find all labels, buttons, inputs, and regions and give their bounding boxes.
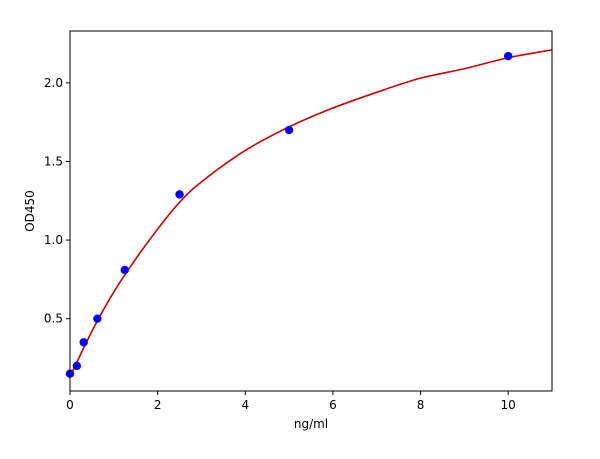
y-tick-label: 1.0 [44,233,63,247]
fit-curve-layer [69,49,553,378]
y-tick-label: 2.0 [44,76,63,90]
data-point-5 [175,190,184,199]
plot-frame [69,30,553,392]
y-tick-label: 1.5 [44,154,63,168]
x-tick-label: 10 [501,398,516,412]
x-tick-label: 0 [66,398,74,412]
fit-curve [69,49,553,378]
x-ticks: 0 2 4 6 8 10 [66,391,516,412]
data-point-1 [72,361,82,371]
y-tick-label: 0.5 [44,312,63,326]
data-point-7 [503,51,513,61]
x-axis-label: ng/ml [294,417,328,431]
x-tick-label: 8 [417,398,425,412]
data-point-4 [120,265,129,275]
x-tick-label: 4 [241,398,249,412]
y-ticks: 0.5 1.0 1.5 2.0 [44,76,70,326]
data-point-3 [93,314,102,323]
y-axis-label: OD450 [23,190,37,232]
data-point-2 [79,338,88,347]
x-tick-label: 2 [154,398,162,412]
data-point-6 [284,125,294,135]
data-points-layer [65,51,513,378]
x-tick-label: 6 [329,398,337,412]
